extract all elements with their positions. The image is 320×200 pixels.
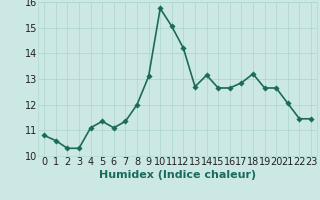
- X-axis label: Humidex (Indice chaleur): Humidex (Indice chaleur): [99, 170, 256, 180]
